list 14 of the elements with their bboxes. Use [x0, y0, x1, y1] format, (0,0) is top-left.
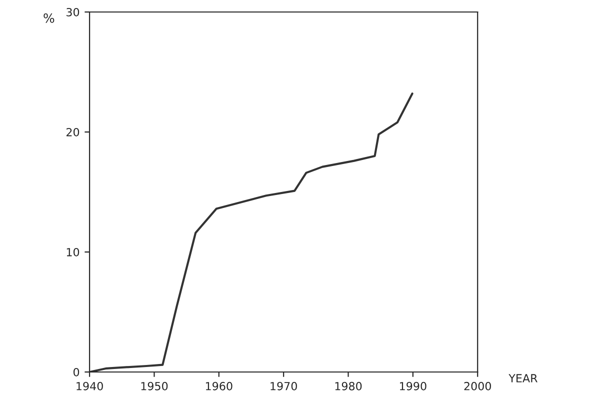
- y-tick-label: 20: [66, 128, 80, 136]
- line-series: [90, 92, 414, 372]
- x-tick-label: 1960: [206, 382, 232, 390]
- x-tick-label: 1990: [400, 382, 426, 390]
- x-tick-label: 2000: [464, 382, 491, 390]
- y-tick-label: 0: [73, 368, 80, 376]
- y-tick-label: 10: [66, 248, 80, 256]
- y-axis-title: %: [44, 13, 54, 23]
- x-tick-label: 1940: [76, 382, 103, 390]
- x-tick-label: 1980: [335, 382, 362, 390]
- x-tick-label: 1950: [141, 382, 168, 390]
- y-tick-label: 30: [66, 8, 80, 16]
- x-axis-title: YEAR: [508, 374, 538, 382]
- x-tick-label: 1970: [270, 382, 297, 390]
